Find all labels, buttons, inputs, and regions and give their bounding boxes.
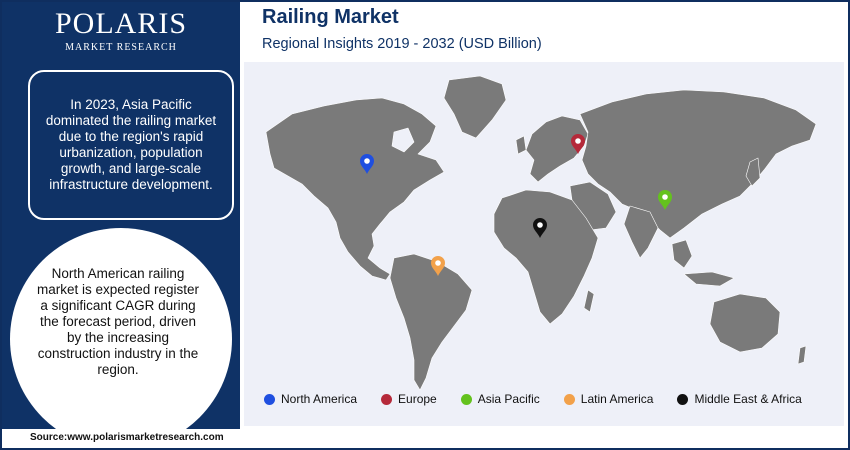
map-panel: North America Europe Asia Pacific Latin … [244,62,844,426]
new-zealand-landmass [797,345,807,365]
south-america-landmass [389,253,473,391]
pin-icon [533,218,547,238]
legend-label: Europe [398,392,437,406]
pin-icon [360,154,374,174]
map-pin-europe [571,134,585,154]
legend-label: Asia Pacific [477,392,540,406]
chart-title: Railing Market [262,6,399,28]
legend-dot [381,393,393,405]
highlight-box: In 2023, Asia Pacific dominated the rail… [28,70,234,220]
europe-landmass [525,115,589,183]
legend-label: Middle East & Africa [694,392,802,406]
africa-landmass [493,189,599,325]
circle-callout [10,228,232,429]
legend-dot [563,393,575,405]
legend-item-europe: Europe [381,392,437,406]
pin-hole [662,194,668,200]
greenland-landmass [443,75,507,139]
brand-name: POLARIS [54,7,188,40]
legend-item-middle-east-africa: Middle East & Africa [677,392,802,406]
india-landmass [623,205,659,259]
asia-landmass [579,89,817,239]
legend-dot [460,393,472,405]
map-pin-middle-east-africa [533,218,547,238]
chart-legend: North America Europe Asia Pacific Latin … [264,392,802,406]
pin-hole [575,138,581,144]
chart-subtitle: Regional Insights 2019 - 2032 (USD Billi… [262,36,542,52]
japan-landmass [745,157,761,187]
pin-hole [435,260,441,266]
circle-callout-text: North American railing market is expecte… [36,266,200,377]
pin-icon [431,256,445,276]
legend-item-asia-pacific: Asia Pacific [460,392,540,406]
uk-landmass [515,135,527,155]
legend-label: Latin America [580,392,654,406]
brand-logo: POLARIS MARKET RESEARCH [2,8,240,54]
hudson-bay [391,127,415,153]
legend-dot [677,393,689,405]
legend-dot [264,393,275,405]
pin-hole [364,158,370,164]
highlight-text: In 2023, Asia Pacific dominated the rail… [45,97,217,192]
map-pin-latin-america [431,256,445,276]
pin-icon [658,190,672,210]
north-america-landmass [265,97,445,281]
legend-item-north-america: North America [264,392,357,406]
sidebar: POLARIS MARKET RESEARCH In 2023, Asia Pa… [2,2,240,429]
brand-tagline: MARKET RESEARCH [65,42,177,53]
indonesia-landmass [683,271,735,287]
southeast-asia-landmass [671,239,693,269]
madagascar-landmass [583,289,595,313]
map-pin-north-america [360,154,374,174]
legend-label: North America [281,392,358,406]
source-note: Source:www.polarismarketresearch.com [30,432,224,443]
map-pin-asia-pacific [658,190,672,210]
legend-item-latin-america: Latin America [563,392,654,406]
world-map [265,75,817,391]
australia-landmass [709,293,781,353]
pin-icon [571,134,585,154]
pin-hole [537,222,543,228]
